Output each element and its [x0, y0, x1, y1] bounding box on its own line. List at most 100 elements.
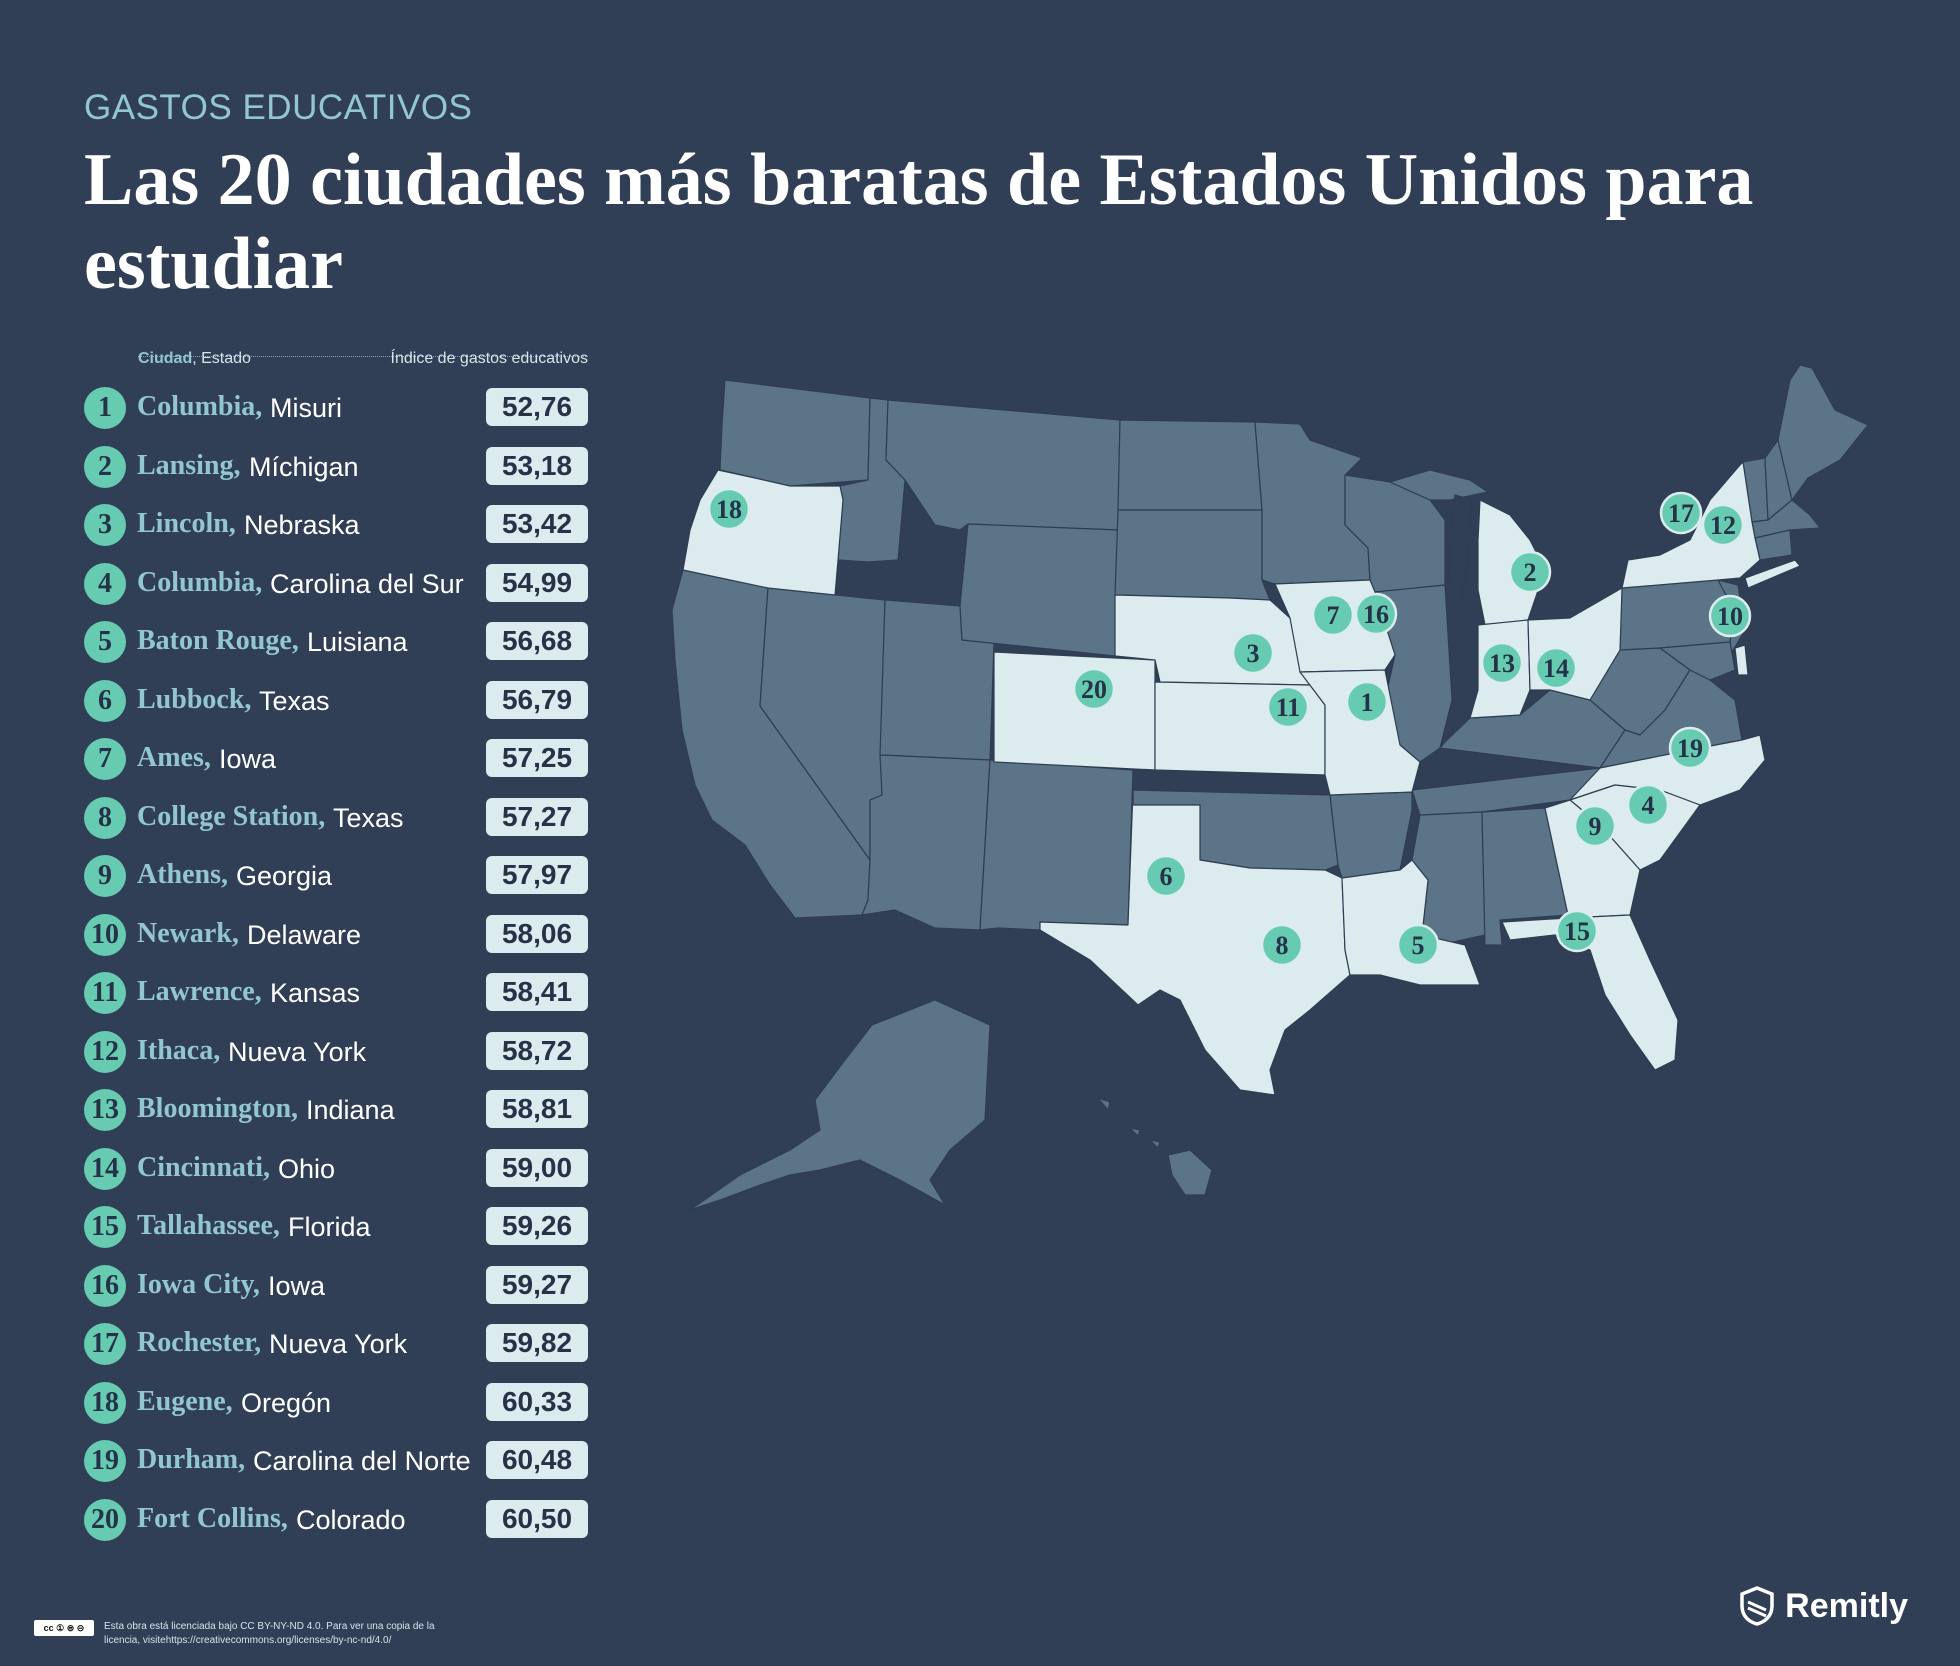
city-name: Eugene,	[137, 1385, 233, 1417]
map-marker: 7	[1311, 593, 1355, 637]
city-name: Lincoln,	[137, 508, 236, 539]
table-header: Ciudad, Estado Índice de gastos educativ…	[138, 350, 588, 367]
map-marker: 9	[1573, 804, 1617, 848]
state-name: Indiana	[306, 1095, 395, 1125]
map-marker-label: 14	[1543, 654, 1569, 683]
map-marker-circle	[1573, 804, 1617, 848]
state-delaware	[1734, 644, 1749, 676]
map-marker-label: 15	[1564, 917, 1590, 946]
shield-logo-icon	[1740, 1586, 1774, 1626]
city-name: Lawrence,	[137, 976, 262, 1007]
score-badge: 56,68	[486, 622, 588, 660]
state-maine	[1777, 364, 1869, 501]
rank-badge: 16	[84, 1264, 126, 1307]
map-marker: 11	[1266, 685, 1310, 729]
map-marker-label: 18	[716, 495, 742, 524]
score-badge: 58,72	[486, 1031, 588, 1070]
state-name: Delaware	[247, 919, 362, 950]
city-name: Ithaca,	[137, 1034, 221, 1066]
map-marker-circle	[1260, 923, 1304, 967]
state-new-york	[1621, 461, 1761, 589]
state-name: Carolina del Sur	[270, 568, 464, 599]
state-name: Texas	[333, 802, 404, 833]
map-marker-label: 13	[1489, 649, 1515, 678]
map-marker-label: 11	[1276, 693, 1301, 722]
map-marker-label: 5	[1412, 931, 1425, 960]
map-marker-label: 7	[1327, 601, 1340, 630]
state-montana	[885, 399, 1121, 531]
score-badge: 52,76	[486, 388, 588, 426]
rank-badge: 7	[84, 738, 126, 780]
city-name: Newark,	[137, 917, 239, 949]
list-item: 8 College Station, Texas 57,27	[84, 793, 590, 852]
map-marker-label: 1	[1361, 688, 1374, 717]
score-badge: 58,81	[486, 1090, 588, 1128]
map-marker: 8	[1260, 923, 1304, 967]
map-marker-circle	[1266, 685, 1310, 729]
city-name: Columbia,	[137, 391, 263, 422]
map-marker: 2	[1508, 550, 1552, 594]
city-name: College Station,	[137, 800, 326, 832]
score-badge: 53,18	[486, 446, 588, 485]
state-texas	[1039, 789, 1351, 1096]
rank-badge: 6	[84, 679, 126, 722]
map-marker-circle	[1626, 783, 1670, 827]
rank-badge: 1	[84, 387, 126, 429]
cc-license-icon: cc ① ⊜ ⊝	[34, 1620, 94, 1636]
city-name: Lubbock,	[137, 683, 252, 715]
map-marker: 10	[1708, 594, 1752, 638]
header-state: , Estado	[192, 350, 251, 367]
map-marker: 15	[1555, 909, 1599, 953]
list-item: 12 Ithaca, Nueva York 58,72	[84, 1027, 590, 1086]
city-name: Fort Collins,	[137, 1502, 288, 1534]
list-item: 3 Lincoln, Nebraska 53,42	[84, 500, 590, 559]
map-marker-label: 9	[1589, 812, 1602, 841]
city-name: Athens,	[137, 859, 229, 890]
map-marker-label: 17	[1668, 499, 1694, 528]
state-hawaii	[1167, 1149, 1213, 1196]
map-marker: 16	[1354, 592, 1398, 636]
map-marker-circle	[1072, 667, 1116, 711]
rank-badge: 8	[84, 796, 126, 839]
map-marker: 12	[1701, 503, 1745, 547]
rank-badge: 15	[84, 1206, 126, 1248]
rank-badge: 2	[84, 445, 126, 488]
score-badge: 58,41	[486, 973, 588, 1011]
brand-name: Remitly	[1785, 1586, 1908, 1625]
map-marker-circle	[707, 487, 751, 531]
list-item: 17 Rochester, Nueva York 59,82	[84, 1319, 590, 1378]
license-text[interactable]: Esta obra está licenciada bajo CC BY-NY-…	[104, 1621, 435, 1646]
state-hawaii-small	[1097, 1097, 1161, 1149]
city-name: Bloomington,	[137, 1093, 299, 1124]
map-marker-label: 19	[1677, 734, 1703, 763]
state-washington	[719, 379, 871, 487]
list-item: 20 Fort Collins, Colorado 60,50	[84, 1495, 590, 1554]
state-michigan-up	[1389, 469, 1489, 501]
map-marker-circle	[1659, 491, 1703, 535]
city-name: Tallahassee,	[137, 1210, 280, 1241]
rank-badge: 19	[84, 1440, 126, 1482]
state-name: Iowa	[268, 1270, 326, 1301]
rank-badge: 18	[84, 1381, 126, 1424]
map-marker-circle	[1354, 592, 1398, 636]
state-name: Ohio	[278, 1153, 336, 1184]
state-name: Nueva York	[228, 1036, 367, 1067]
map-marker-circle	[1345, 680, 1389, 724]
rank-badge: 20	[84, 1498, 126, 1541]
header-index: Índice de gastos educativos	[390, 350, 588, 367]
page-title: Las 20 ciudades más baratas de Estados U…	[84, 139, 1754, 305]
score-badge: 57,97	[486, 856, 588, 894]
map-marker-label: 16	[1363, 600, 1389, 629]
rank-badge: 3	[84, 504, 126, 546]
state-maryland	[1659, 641, 1736, 681]
map-marker-label: 8	[1276, 931, 1289, 960]
map-marker-circle	[1144, 854, 1188, 898]
city-name: Baton Rouge,	[137, 625, 299, 656]
list-item: 18 Eugene, Oregón 60,33	[84, 1378, 590, 1437]
score-badge: 56,79	[486, 680, 588, 719]
list-item: 1 Columbia, Misuri 52,76	[84, 383, 590, 442]
score-badge: 59,26	[486, 1207, 588, 1245]
list-item: 11 Lawrence, Kansas 58,41	[84, 968, 590, 1027]
map-marker: 18	[707, 487, 751, 531]
